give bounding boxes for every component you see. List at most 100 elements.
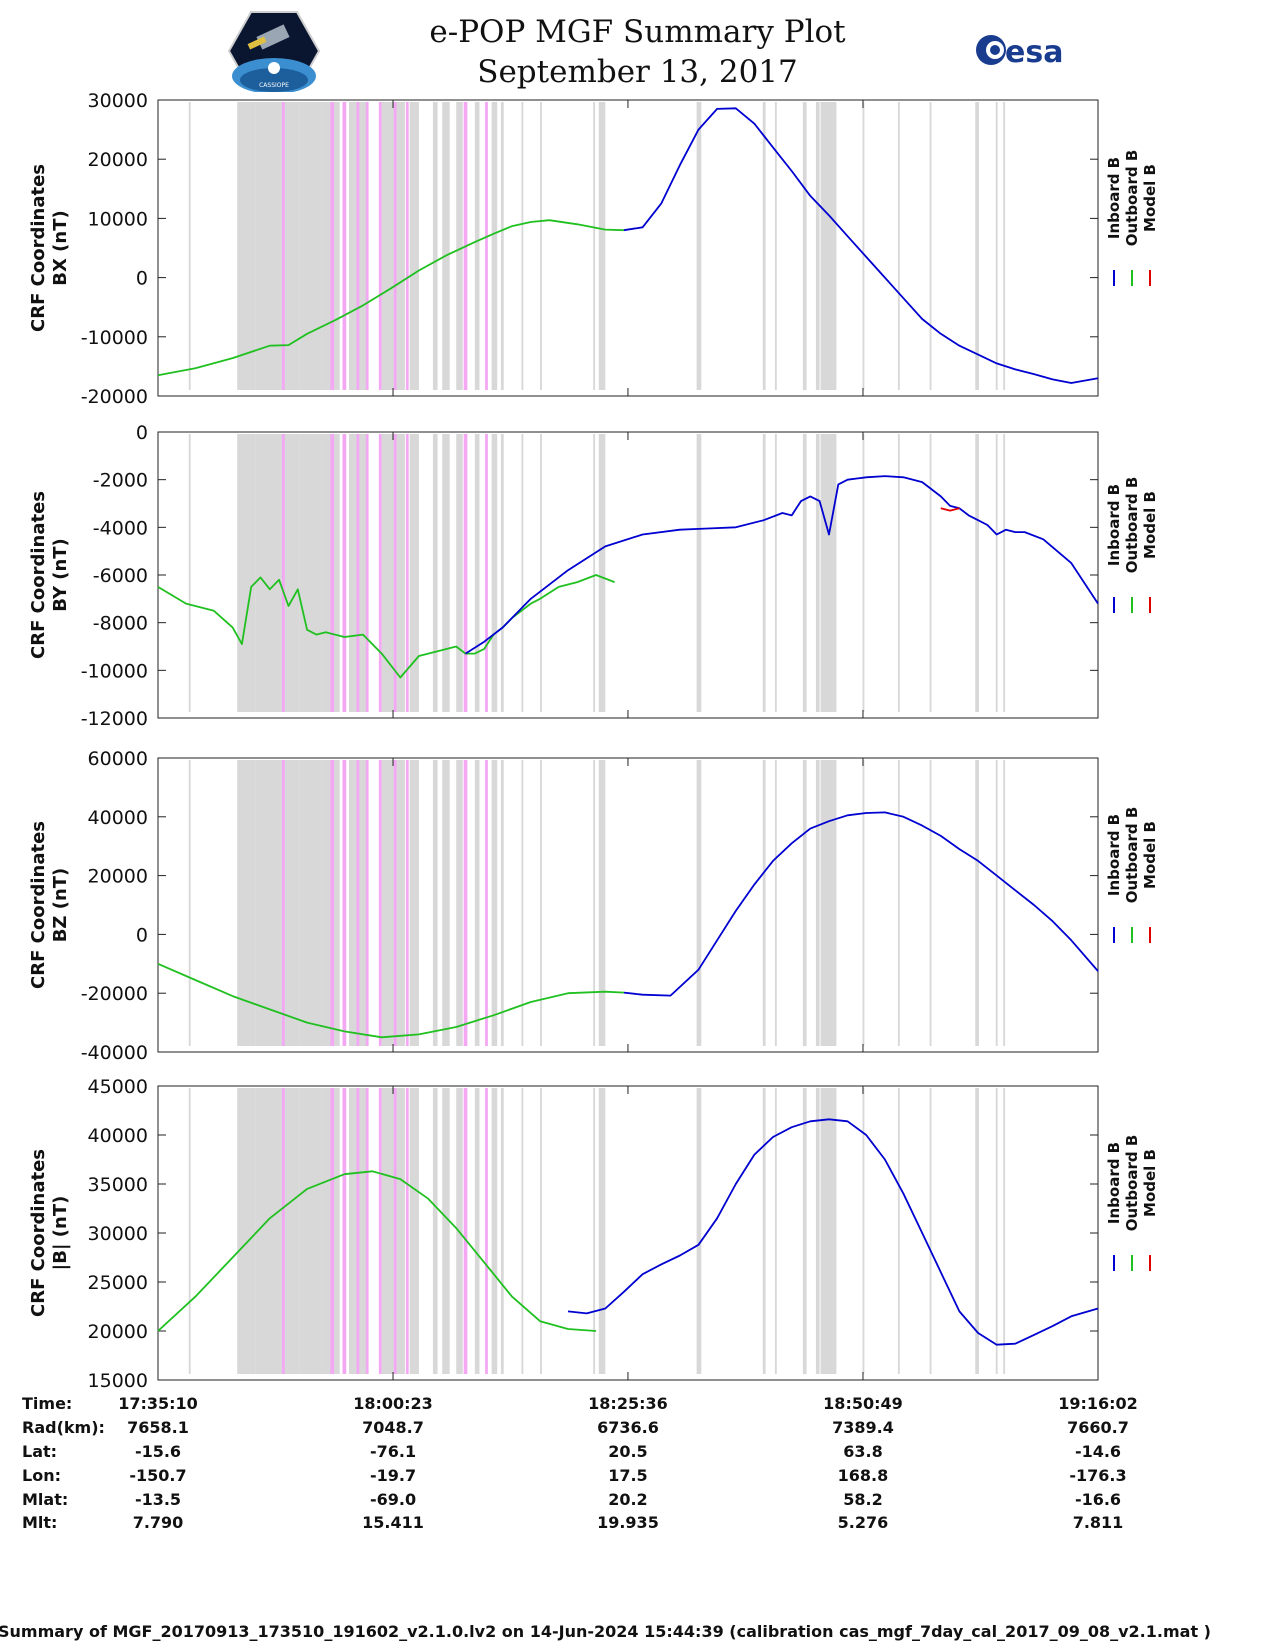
gray-band	[491, 1088, 498, 1374]
pink-band	[356, 102, 360, 390]
gray-band	[929, 760, 932, 1046]
gray-band	[1003, 1088, 1006, 1374]
gray-band	[474, 760, 480, 1046]
y-tick-label: -12000	[81, 708, 148, 730]
gray-band	[456, 102, 463, 390]
pink-band	[405, 1088, 409, 1374]
gray-band	[283, 760, 300, 1046]
pink-band	[485, 760, 488, 1046]
gray-band	[521, 1088, 524, 1374]
gray-band	[862, 102, 865, 390]
y-axis-unit-label: BY (nT)	[50, 538, 71, 612]
table-cell: 20.5	[608, 1442, 648, 1461]
legend-inboard: Inboard B	[1105, 157, 1123, 239]
pink-band	[342, 102, 347, 390]
gray-band	[862, 760, 865, 1046]
gray-band	[774, 102, 777, 390]
gray-band	[299, 102, 322, 390]
table-row-label: Mlat:	[22, 1490, 69, 1509]
y-axis-label: CRF Coordinates	[28, 821, 49, 989]
gray-band	[381, 434, 405, 712]
pink-band	[463, 760, 468, 1046]
table-cell: 17:35:10	[118, 1394, 198, 1413]
gray-band	[929, 434, 932, 712]
table-row-label: Lat:	[22, 1442, 58, 1461]
legend-inboard: Inboard B	[1105, 814, 1123, 896]
gray-band	[283, 434, 300, 712]
pink-band	[356, 434, 360, 712]
table-cell: 19.935	[597, 1513, 659, 1532]
gray-band	[491, 760, 498, 1046]
y-tick-label: 20000	[88, 149, 148, 171]
series-outboard-b	[157, 574, 615, 679]
gray-band	[696, 1088, 702, 1374]
pink-band	[485, 1088, 488, 1374]
gray-band	[815, 760, 820, 1046]
esa-logo-text: esa	[1005, 35, 1063, 70]
gray-band	[442, 1088, 450, 1374]
y-tick-label: 35000	[88, 1174, 148, 1196]
y-tick-label: -20000	[81, 983, 148, 1005]
gray-band	[255, 760, 284, 1046]
gray-band	[299, 1088, 322, 1374]
gray-band	[381, 760, 405, 1046]
pink-band	[378, 1088, 382, 1374]
gray-band	[802, 1088, 807, 1374]
table-cell: 17.5	[608, 1466, 648, 1485]
table-cell: 20.2	[608, 1490, 648, 1509]
table-cell: -19.7	[369, 1466, 417, 1485]
gray-band	[820, 102, 837, 390]
gray-band	[409, 434, 419, 712]
table-cell: 7658.1	[127, 1418, 189, 1437]
gray-band	[929, 102, 932, 390]
gray-band	[696, 102, 702, 390]
gray-band	[188, 1088, 191, 1374]
gray-band	[381, 102, 405, 390]
table-cell: -176.3	[1069, 1466, 1127, 1485]
y-tick-label: 15000	[88, 1370, 148, 1392]
legend-inboard: Inboard B	[1105, 1142, 1123, 1224]
y-tick-label: -4000	[93, 517, 148, 539]
gray-band	[802, 102, 807, 390]
gray-band	[762, 102, 766, 390]
pink-band	[330, 760, 335, 1046]
gray-band	[995, 434, 998, 712]
y-tick-label: -2000	[93, 470, 148, 492]
footer-summary: Summary of MGF_20170913_173510_191602_v2…	[0, 1622, 1211, 1641]
gray-band	[540, 102, 542, 390]
table-cell: 7048.7	[362, 1418, 424, 1437]
y-tick-label: 30000	[88, 90, 148, 112]
gray-band	[540, 434, 542, 712]
gray-band	[521, 434, 524, 712]
y-axis-label: CRF Coordinates	[28, 491, 49, 659]
pink-band	[342, 434, 347, 712]
y-tick-label: 10000	[88, 208, 148, 230]
gray-band	[897, 102, 900, 390]
y-tick-label: 25000	[88, 1272, 148, 1294]
gray-band	[774, 1088, 777, 1374]
gray-band	[897, 434, 900, 712]
table-cell: 15.411	[362, 1513, 424, 1532]
legend-outboard: Outboard B	[1123, 1135, 1141, 1232]
gray-band	[283, 102, 300, 390]
pink-band	[342, 760, 347, 1046]
gray-band	[237, 760, 256, 1046]
pink-band	[365, 434, 369, 712]
legend-inboard: Inboard B	[1105, 484, 1123, 566]
series-inboard-b	[465, 475, 1099, 655]
panel-2: -12000 -10000 -8000 -6000 -4000 -2000 0 CRF Coo…	[28, 422, 1159, 730]
gray-band	[598, 102, 602, 390]
gray-band	[600, 434, 606, 712]
pink-band	[393, 102, 397, 390]
series-outboard-b	[157, 1170, 597, 1332]
gray-band	[598, 1088, 602, 1374]
gray-band	[815, 434, 820, 712]
gray-band	[521, 760, 524, 1046]
gray-band	[762, 434, 766, 712]
y-tick-label: 30000	[88, 1223, 148, 1245]
gray-band	[975, 434, 979, 712]
y-tick-label: 0	[136, 924, 148, 946]
table-cell: 18:25:36	[588, 1394, 668, 1413]
gray-band	[975, 1088, 979, 1374]
gray-band	[598, 434, 602, 712]
